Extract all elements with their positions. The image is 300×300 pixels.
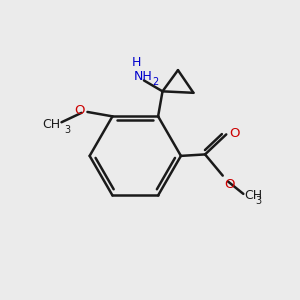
- Text: CH: CH: [244, 189, 262, 202]
- Text: O: O: [224, 178, 235, 191]
- Text: CH: CH: [42, 118, 60, 131]
- Text: 3: 3: [64, 125, 70, 136]
- Text: 2: 2: [152, 76, 158, 87]
- Text: 3: 3: [256, 196, 262, 206]
- Text: O: O: [229, 127, 240, 140]
- Text: H: H: [131, 56, 141, 69]
- Text: NH: NH: [134, 70, 152, 83]
- Text: O: O: [75, 104, 85, 117]
